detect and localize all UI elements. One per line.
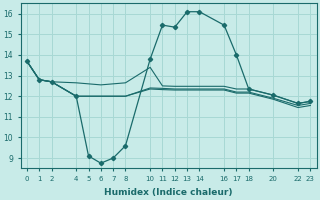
X-axis label: Humidex (Indice chaleur): Humidex (Indice chaleur)	[104, 188, 233, 197]
